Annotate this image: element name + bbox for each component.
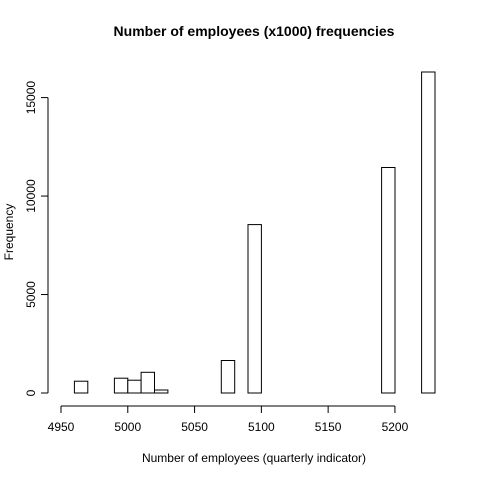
x-tick-label: 4950 xyxy=(48,420,75,434)
histogram-bar xyxy=(154,389,169,394)
x-axis-label: Number of employees (quarterly indicator… xyxy=(142,451,366,465)
histogram-bar xyxy=(140,371,156,394)
histogram-bar xyxy=(73,380,89,394)
y-tick-label: 5000 xyxy=(24,281,38,308)
histogram-bar xyxy=(421,71,436,394)
histogram-bar xyxy=(247,224,262,394)
x-tick-label: 5100 xyxy=(248,420,275,434)
histogram-bar xyxy=(113,377,129,394)
x-tick-label: 5000 xyxy=(114,420,141,434)
y-tick-label: 0 xyxy=(24,389,38,396)
histogram-bar xyxy=(220,360,236,394)
x-tick-label: 5150 xyxy=(315,420,342,434)
histogram-bar xyxy=(127,379,142,394)
x-axis: 4950 5000 5050 5100 5150 5200 xyxy=(48,405,409,434)
histogram-bars xyxy=(73,71,436,394)
chart-title: Number of employees (x1000) frequencies xyxy=(114,23,395,39)
y-axis-label: Frequency xyxy=(2,204,16,261)
histogram-bar xyxy=(381,167,396,394)
x-tick-label: 5200 xyxy=(382,420,409,434)
y-axis: 0 5000 10000 15000 xyxy=(24,81,49,396)
x-tick-label: 5050 xyxy=(181,420,208,434)
y-tick-label: 10000 xyxy=(24,179,38,213)
y-tick-label: 15000 xyxy=(24,81,38,115)
